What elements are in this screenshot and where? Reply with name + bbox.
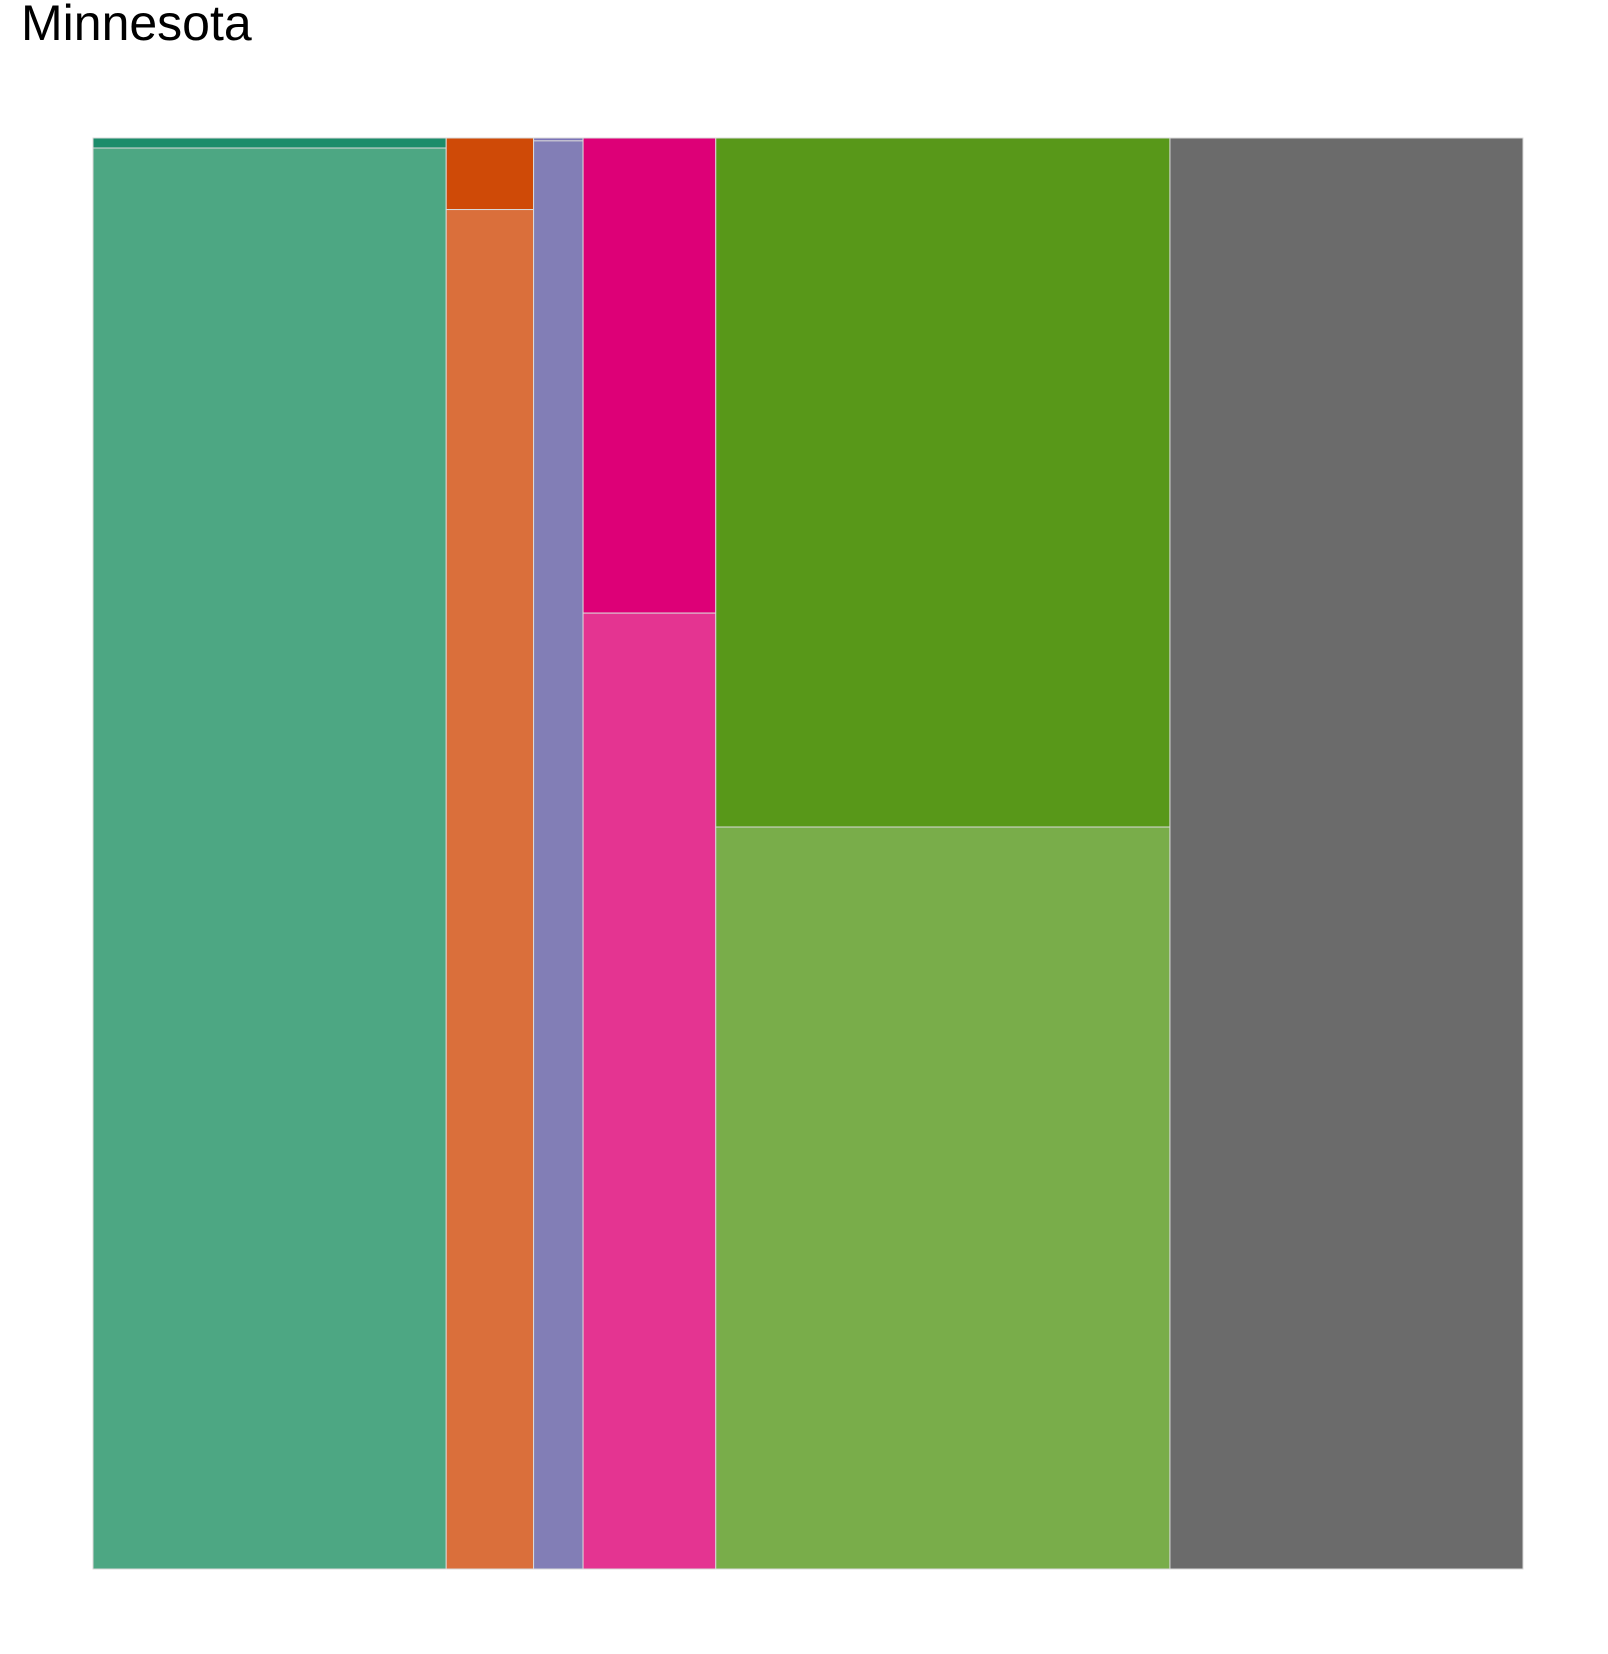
chart-title: Minnesota — [21, 0, 252, 51]
mosaic-tile-col5-seg2 — [715, 826, 1171, 1570]
mosaic-tile-col2-seg2 — [445, 209, 535, 1570]
mosaic-tile-col4-seg1 — [582, 137, 717, 614]
mosaic-tile-col2-seg1 — [445, 137, 535, 211]
mosaic-tile-col4-seg2 — [582, 612, 717, 1570]
mosaic-tile-col1-seg1 — [92, 137, 447, 149]
mosaic-tile-col3-seg2 — [533, 140, 584, 1570]
mosaic-tile-col6-seg1 — [1169, 137, 1524, 1570]
mosaic-tile-col5-seg1 — [715, 137, 1171, 828]
mosaic-tile-col1-seg2 — [92, 147, 447, 1570]
